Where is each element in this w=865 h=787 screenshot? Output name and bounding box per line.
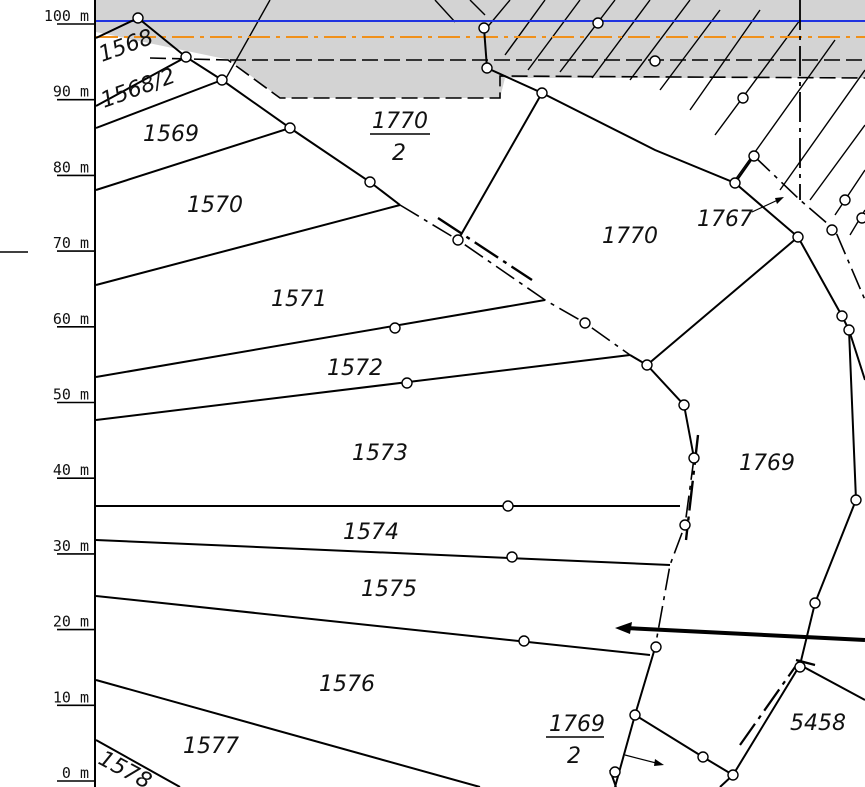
scale-label: 60 m [53,310,89,328]
fraction-1769-denominator: 2 [567,744,581,769]
scale-label: 80 m [53,158,89,176]
scale-label: 0 m [62,764,89,782]
parcel-label-1578: 1578 [94,746,155,787]
parcel-label-1577: 1577 [183,734,239,759]
parcel-label-1573: 1573 [352,441,408,466]
parcel-label-1770: 1770 [602,224,658,249]
scale-label: 50 m [53,386,89,404]
fraction-1769-numerator: 1769 [549,712,605,737]
parcel-label-1767: 1767 [697,207,753,232]
parcel-boundaries [95,17,865,787]
scale-label: 90 m [53,83,89,101]
dashed-outline [149,57,865,99]
scale-label: 100 m [44,7,89,25]
scale-bar: 0 m 10 m 20 m 30 m 40 m 50 m 60 m 70 m 80 m 90 m 1… [0,0,96,787]
fraction-1770-numerator: 1770 [372,109,428,134]
parcel-label-1575: 1575 [361,577,417,602]
parcel-label-1576: 1576 [319,672,375,697]
scale-label: 20 m [53,613,89,631]
scale-label: 30 m [53,537,89,555]
parcel-label-1571: 1571 [271,287,327,312]
arrows [615,197,865,766]
parcel-label-1570: 1570 [187,193,243,218]
parcel-label-1574: 1574 [343,520,399,545]
parcel-label-1769: 1769 [739,451,795,476]
fraction-1770-denominator: 2 [392,141,406,166]
scale-label: 40 m [53,461,89,479]
parcel-label-5458: 5458 [790,711,846,736]
survey-points [132,12,865,781]
scale-label: 70 m [53,234,89,252]
parcel-label-1568-2: 1568/2 [98,64,179,114]
scale-label: 10 m [53,688,89,706]
hatching [224,0,865,236]
parcel-label-1569: 1569 [143,122,199,147]
parcel-label-1572: 1572 [327,356,383,381]
